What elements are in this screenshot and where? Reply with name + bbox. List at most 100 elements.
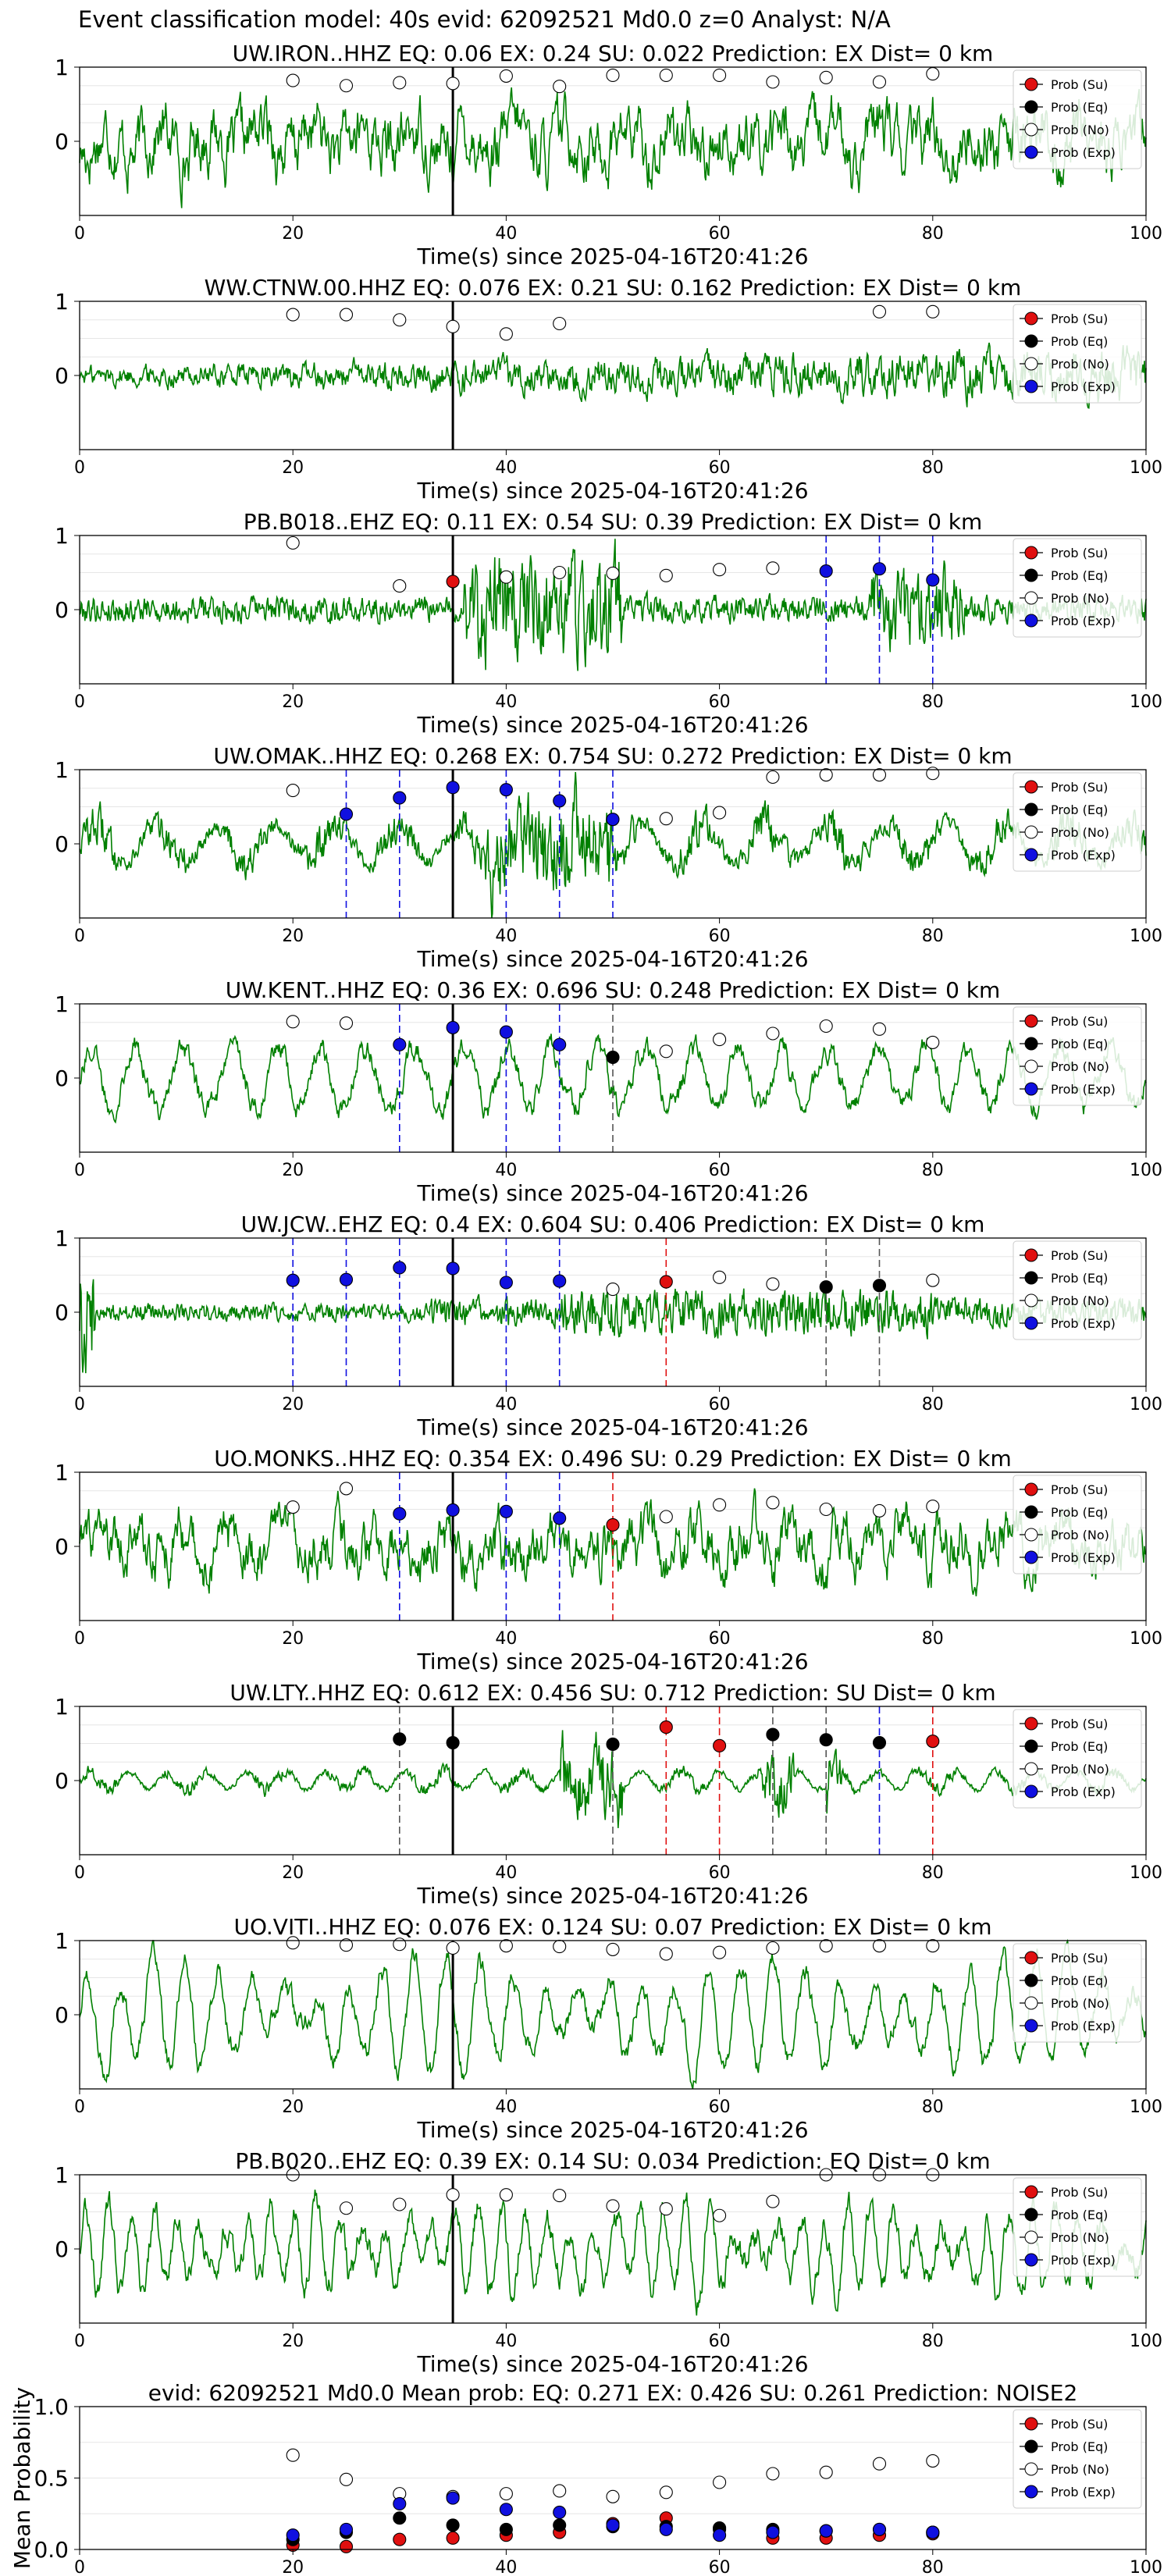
prob-point-su	[659, 1275, 673, 1289]
y-tick-label: 0.0	[34, 2537, 69, 2563]
legend-label: Prob (Eq)	[1051, 1271, 1108, 1286]
legend-label: Prob (Exp)	[1051, 145, 1116, 160]
legend-marker-exp	[1024, 1784, 1038, 1799]
prob-point-no	[286, 784, 300, 798]
prob-point-no	[286, 1500, 300, 1514]
legend-box	[1013, 1475, 1142, 1574]
prob-point-exp	[393, 1507, 407, 1521]
prob-point-eq	[393, 1732, 407, 1746]
prob-point-no	[819, 1939, 833, 1953]
legend-label: Prob (Eq)	[1051, 334, 1108, 349]
y-tick-label: 1	[55, 1226, 69, 1251]
legend-box	[1013, 1240, 1142, 1340]
legend-marker-eq	[1024, 100, 1038, 114]
prob-point-exp	[819, 564, 833, 578]
prob-point-no	[819, 1019, 833, 1034]
legend-label: Prob (Su)	[1051, 1717, 1108, 1731]
prob-point-no	[713, 2208, 727, 2222]
prob-point-no	[713, 1270, 727, 1284]
x-tick-label: 80	[922, 1863, 944, 1883]
prob-point-no	[339, 79, 354, 93]
x-axis-label: Time(s) since 2025-04-16T20:41:26	[416, 244, 808, 269]
legend-marker-exp	[1024, 145, 1038, 159]
legend-label: Prob (No)	[1051, 123, 1109, 137]
x-tick-label: 0	[74, 1395, 85, 1414]
legend: Prob (Su) Prob (Eq) Prob (No) Prob (Exp)	[1013, 1475, 1142, 1574]
legend: Prob (Su) Prob (Eq) Prob (No) Prob (Exp)	[1013, 2177, 1142, 2277]
mean-prob-point-exp	[819, 2524, 833, 2538]
prob-point-no	[926, 304, 940, 318]
prob-point-no	[766, 1026, 780, 1041]
x-tick-label: 60	[709, 458, 731, 478]
x-tick-label: 40	[495, 2097, 517, 2117]
prob-point-no	[339, 1482, 354, 1496]
x-axis-label: Time(s) since 2025-04-16T20:41:26	[416, 712, 808, 738]
prob-point-exp	[446, 1020, 460, 1034]
prob-point-no	[286, 73, 300, 87]
prob-point-no	[393, 579, 407, 593]
prob-point-no	[926, 767, 940, 781]
legend-label: Prob (No)	[1051, 825, 1109, 840]
prob-point-no	[659, 68, 673, 82]
legend-marker-eq	[1024, 568, 1038, 582]
legend-label: Prob (Su)	[1051, 1248, 1108, 1263]
mean-prob-point-exp	[286, 2528, 300, 2542]
waveform-trace	[79, 1938, 1147, 2090]
x-tick-label: 40	[495, 1863, 517, 1883]
x-tick-label: 40	[495, 458, 517, 478]
legend-label: Prob (Su)	[1051, 2417, 1108, 2432]
prob-point-no	[766, 75, 780, 89]
prob-point-no	[553, 316, 567, 331]
prob-point-exp	[446, 1503, 460, 1517]
legend-marker-su	[1024, 1717, 1038, 1731]
mean-prob-point-no	[766, 2467, 780, 2481]
x-tick-label: 80	[922, 1629, 944, 1649]
x-tick-label: 60	[709, 1395, 731, 1414]
prob-point-no	[926, 1273, 940, 1287]
mean-prob-point-su	[446, 2531, 460, 2545]
legend-marker-su	[1024, 1951, 1038, 1965]
legend-marker-exp	[1024, 614, 1038, 628]
legend-label: Prob (Eq)	[1051, 1037, 1108, 1051]
x-tick-label: 60	[709, 2097, 731, 2117]
legend-box	[1013, 2409, 1142, 2509]
legend-marker-su	[1024, 311, 1038, 326]
x-tick-label: 0	[74, 927, 85, 946]
mean-prob-point-no	[606, 2489, 620, 2503]
prob-point-eq	[872, 1736, 887, 1750]
prob-point-no	[393, 2197, 407, 2211]
legend-marker-exp	[1024, 1082, 1038, 1096]
prob-point-no	[766, 561, 780, 575]
waveform-trace	[79, 539, 1147, 671]
prob-point-no	[606, 566, 620, 581]
prob-point-no	[819, 70, 833, 84]
x-tick-label: 0	[74, 1161, 85, 1180]
x-tick-label: 20	[282, 692, 304, 712]
y-tick-label: 1	[55, 2162, 69, 2188]
legend-label: Prob (Exp)	[1051, 1316, 1116, 1331]
prob-point-no	[286, 1015, 300, 1029]
prob-point-no	[713, 563, 727, 577]
legend: Prob (Su) Prob (Eq) Prob (No) Prob (Exp)	[1013, 2409, 1142, 2509]
legend-label: Prob (Su)	[1051, 311, 1108, 326]
legend-label: Prob (Eq)	[1051, 1973, 1108, 1988]
y-tick-label: 1	[55, 757, 69, 783]
panel-title: WW.CTNW.00.HHZ EQ: 0.076 EX: 0.21 SU: 0.…	[205, 275, 1022, 301]
prob-point-no	[499, 1939, 513, 1953]
x-tick-label: 100	[1130, 2332, 1162, 2351]
prob-point-exp	[606, 813, 620, 827]
prob-point-no	[499, 2188, 513, 2202]
figure-title: Event classification model: 40s evid: 62…	[78, 6, 891, 33]
legend-label: Prob (Eq)	[1051, 802, 1108, 817]
x-tick-label: 0	[74, 2097, 85, 2117]
legend-marker-no	[1024, 1528, 1038, 1542]
x-tick-label: 60	[709, 927, 731, 946]
panel-title: UW.IRON..HHZ EQ: 0.06 EX: 0.24 SU: 0.022…	[233, 41, 994, 66]
prob-point-exp	[499, 1504, 513, 1518]
legend-label: Prob (Su)	[1051, 77, 1108, 92]
x-tick-label: 0	[74, 1863, 85, 1883]
prob-point-exp	[553, 1274, 567, 1288]
x-tick-label: 0	[74, 458, 85, 478]
x-tick-label: 20	[282, 1863, 304, 1883]
waveform-trace	[79, 1730, 1147, 1828]
